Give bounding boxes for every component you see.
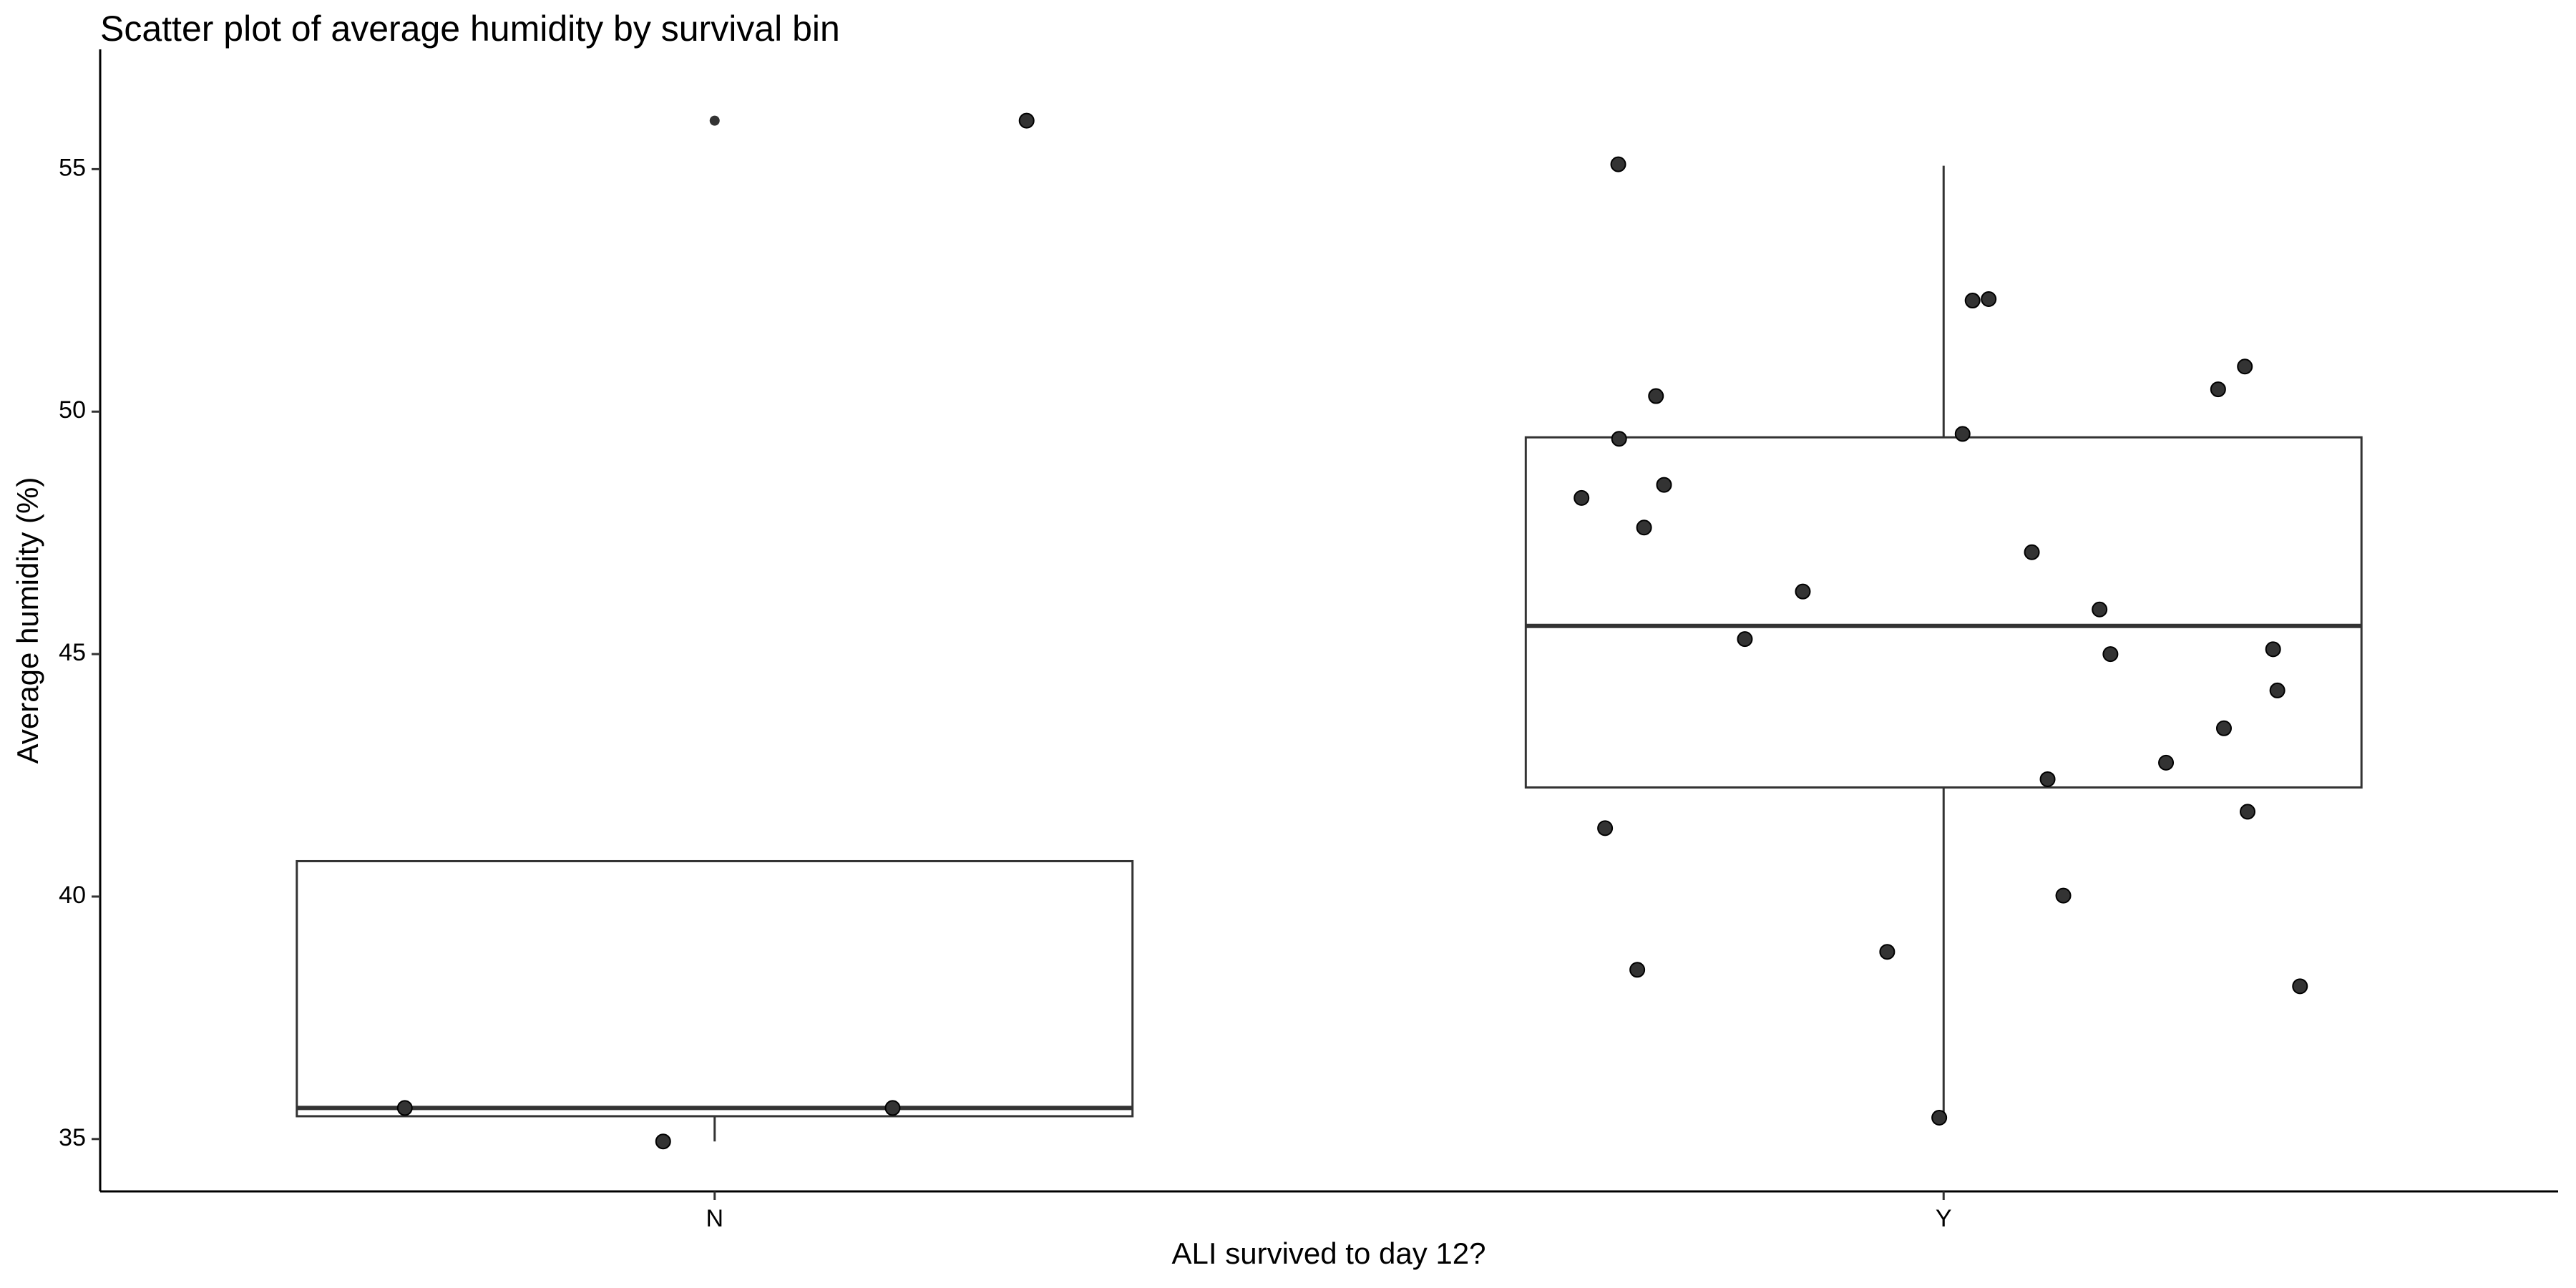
chart-title: Scatter plot of average humidity by surv…: [100, 9, 840, 49]
y-tick-label: 50: [59, 396, 86, 424]
box: [296, 859, 1134, 1118]
point: [2215, 720, 2232, 736]
point: [2158, 754, 2175, 771]
x-tick-label: N: [706, 1205, 723, 1232]
y-axis-title: Average humidity (%): [11, 477, 44, 764]
point: [1629, 962, 1646, 978]
point: [1636, 519, 1652, 536]
point: [396, 1100, 413, 1116]
point: [2102, 646, 2119, 663]
point: [1737, 631, 1753, 648]
point: [2237, 358, 2253, 375]
point: [1981, 291, 1997, 308]
point: [1597, 820, 1614, 836]
x-tick-label: Y: [1936, 1205, 1952, 1232]
point: [2055, 887, 2072, 904]
y-tick-label: 40: [59, 882, 86, 909]
point: [2269, 682, 2285, 698]
point: [2039, 771, 2056, 787]
point: [1954, 426, 1971, 442]
point: [2210, 381, 2226, 398]
point: [1931, 1109, 1948, 1126]
point: [2092, 601, 2108, 618]
point: [655, 1133, 671, 1150]
point: [2024, 544, 2040, 560]
point: [2240, 804, 2256, 820]
point: [2265, 641, 2281, 658]
y-tick-label: 55: [59, 154, 86, 181]
y-tick-label: 35: [59, 1124, 86, 1151]
outlier: [709, 115, 720, 126]
x-axis-title: ALI survived to day 12?: [1172, 1236, 1486, 1270]
point: [1648, 388, 1664, 404]
point: [1610, 156, 1626, 172]
point: [884, 1100, 901, 1116]
point: [1964, 293, 1981, 309]
point: [1656, 477, 1672, 493]
point: [1795, 583, 1811, 600]
point: [1018, 112, 1035, 129]
point: [1574, 489, 1590, 506]
box: [1524, 436, 2363, 789]
point: [1879, 944, 1896, 960]
y-tick-label: 45: [59, 639, 86, 666]
point: [1611, 431, 1627, 447]
point: [2292, 978, 2308, 995]
